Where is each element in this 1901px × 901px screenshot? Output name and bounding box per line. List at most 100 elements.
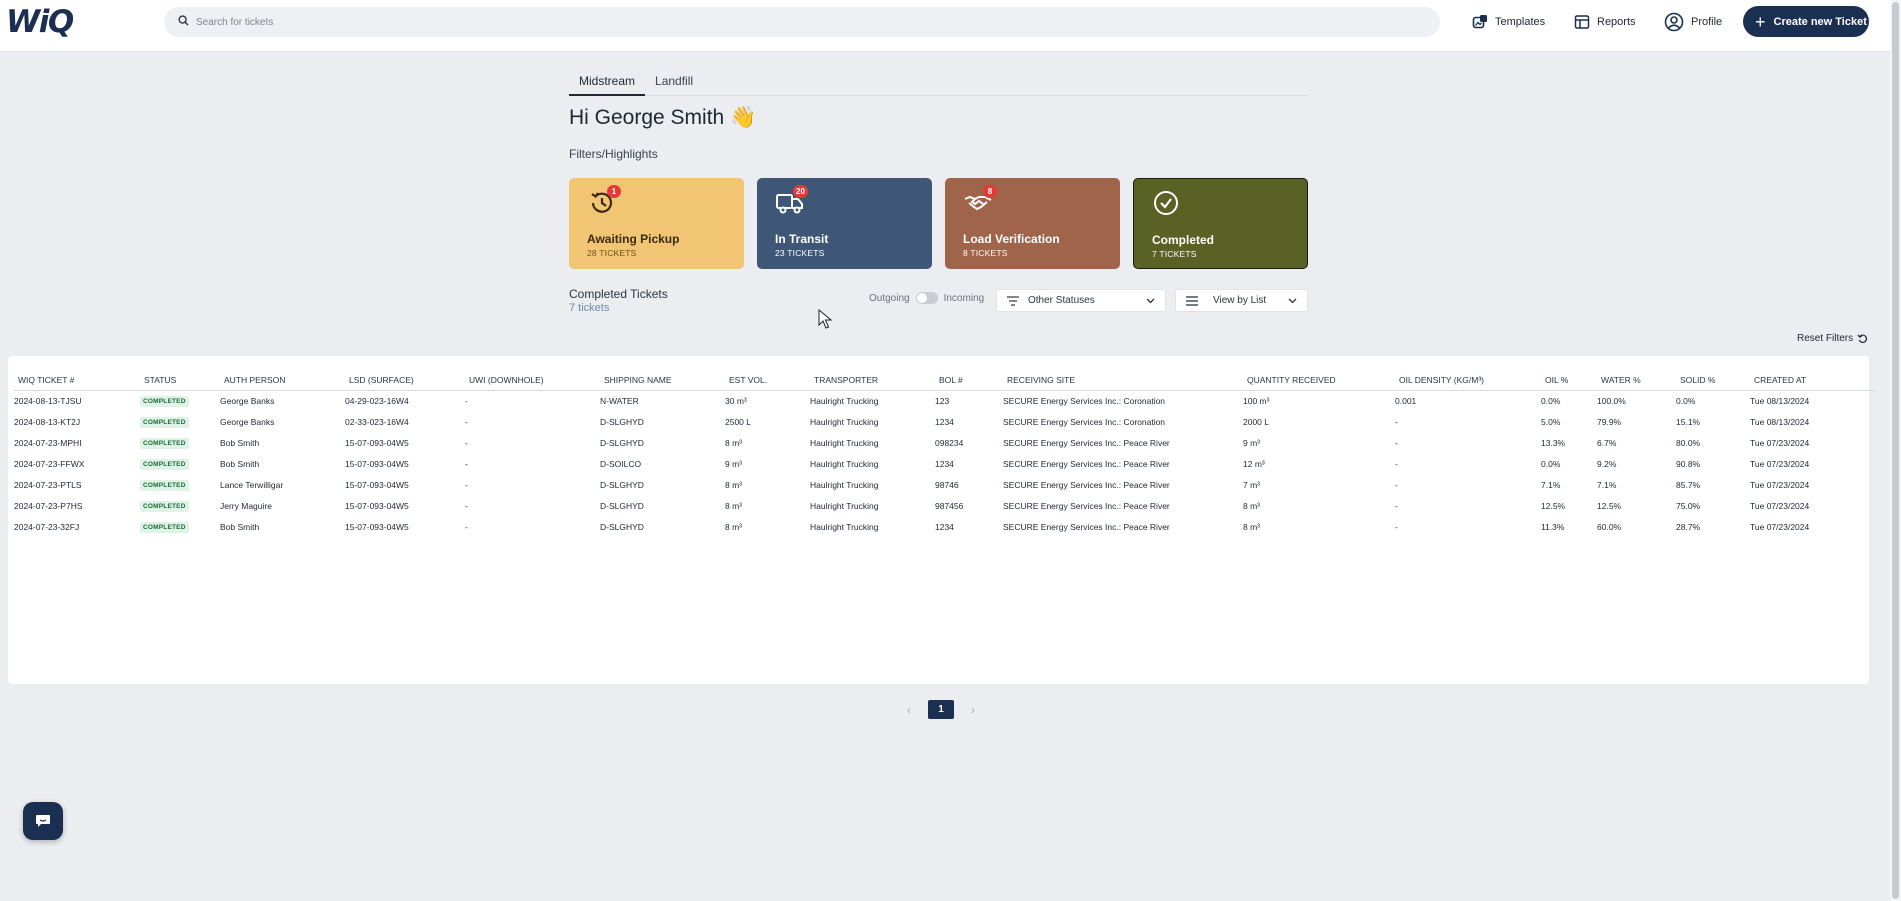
table-cell: 2024-08-13-TJSU: [14, 395, 82, 406]
table-cell: D-SLGHYD: [600, 521, 644, 532]
search-input[interactable]: [196, 7, 1396, 37]
table-cell: 2024-07-23-MPHI: [14, 437, 82, 448]
table-cell: 8 m³: [725, 521, 742, 532]
view-mode-value: View by List: [1213, 295, 1267, 306]
table-row[interactable]: 2024-07-23-PTLS COMPLETED Lance Terwilliga…: [14, 474, 1876, 495]
table-cell: 7.1%: [1597, 479, 1617, 490]
table-cell: -: [1395, 521, 1398, 532]
templates-icon: [1472, 15, 1487, 29]
table-cell: 8 m³: [725, 479, 742, 490]
column-header[interactable]: RECEIVING SITE: [1003, 370, 1243, 391]
create-ticket-button[interactable]: + Create new Ticket: [1743, 6, 1869, 37]
profile-link[interactable]: Profile: [1664, 12, 1722, 32]
top-navigation-bar: WiQ Templates Reports Profile: [0, 0, 1890, 52]
search-icon: [178, 15, 189, 26]
table-cell: 7 m³: [1243, 479, 1260, 490]
table-cell: Haulright Trucking: [810, 500, 879, 511]
table-cell: SECURE Energy Services Inc.: Peace River: [1003, 500, 1170, 511]
table-cell: -: [465, 416, 468, 427]
table-cell: -: [465, 521, 468, 532]
table-row[interactable]: 2024-08-13-KT2J COMPLETED George Banks 02-3…: [14, 411, 1876, 432]
column-header[interactable]: OIL %: [1541, 370, 1597, 391]
column-header[interactable]: CREATED AT: [1750, 370, 1876, 391]
table-cell: COMPLETED: [140, 411, 220, 432]
table-cell: 85.7%: [1676, 479, 1701, 490]
column-header[interactable]: TRANSPORTER: [810, 370, 935, 391]
previous-page-button[interactable]: ‹: [907, 702, 911, 717]
filters-highlights-heading: Filters/Highlights: [569, 147, 658, 161]
list-count: 7 tickets: [569, 302, 610, 314]
reset-filters-button[interactable]: Reset Filters: [1797, 333, 1868, 344]
scrollbar-thumb[interactable]: [1892, 2, 1899, 899]
tickets-table-panel: WIQ TICKET # STATUS AUTH PERSON LSD (SURFAC…: [8, 356, 1876, 684]
column-header[interactable]: QUANTITY RECEIVED: [1243, 370, 1395, 391]
load-verification-card[interactable]: 8 Load Verification 8 TICKETS: [945, 178, 1120, 269]
load-verification-title: Load Verification: [963, 232, 1060, 246]
table-cell: D-SLGHYD: [600, 416, 644, 427]
profile-label: Profile: [1691, 16, 1723, 28]
table-cell: 9 m³: [725, 458, 742, 469]
table-cell: 2000 L: [1243, 416, 1269, 427]
table-cell: Haulright Trucking: [810, 458, 879, 469]
table-row[interactable]: 2024-07-23-MPHI COMPLETED Bob Smith 15-07-0…: [14, 432, 1876, 453]
table-cell: 13.3%: [1541, 437, 1566, 448]
list-title: Completed Tickets: [569, 287, 668, 301]
table-row[interactable]: 2024-07-23-32FJ COMPLETED Bob Smith 15-07-0…: [14, 516, 1876, 537]
tab-landfill[interactable]: Landfill: [655, 74, 694, 88]
next-page-button[interactable]: ›: [971, 702, 975, 717]
column-header[interactable]: AUTH PERSON: [220, 370, 345, 391]
tab-midstream[interactable]: Midstream: [569, 70, 646, 96]
column-header[interactable]: UWI (DOWNHOLE): [465, 370, 600, 391]
table-cell: Tue 08/13/2024: [1750, 416, 1810, 427]
table-cell: Bob Smith: [220, 437, 260, 448]
templates-link[interactable]: Templates: [1472, 12, 1545, 32]
column-header[interactable]: BOL #: [935, 370, 1003, 391]
check-circle-icon: [1154, 191, 1178, 215]
table-cell: 2024-07-23-32FJ: [14, 521, 80, 532]
table-cell: 0.001: [1395, 395, 1417, 406]
table-cell: 100 m³: [1243, 395, 1270, 406]
table-row[interactable]: 2024-07-23-P7HS COMPLETED Jerry Maguire 15-…: [14, 495, 1876, 516]
in-transit-card[interactable]: 20 In Transit 23 TICKETS: [757, 178, 932, 269]
table-cell: Lance Terwilligar: [220, 479, 284, 490]
table-cell: Jerry Maguire: [220, 500, 272, 511]
awaiting-pickup-count: 28 TICKETS: [587, 248, 637, 258]
table-cell: Haulright Trucking: [810, 521, 879, 532]
column-header[interactable]: STATUS: [140, 370, 220, 391]
reports-label: Reports: [1597, 16, 1636, 28]
view-mode-dropdown[interactable]: View by List: [1175, 289, 1308, 312]
column-header[interactable]: LSD (SURFACE): [345, 370, 465, 391]
column-header[interactable]: SOLID %: [1676, 370, 1750, 391]
table-cell: 15-07-093-04W5: [345, 437, 409, 448]
search-bar[interactable]: [164, 7, 1440, 37]
table-cell: SECURE Energy Services Inc.: Peace River: [1003, 458, 1170, 469]
domain-tabs: Midstream Landfill: [569, 70, 1309, 96]
table-cell: N-WATER: [600, 395, 639, 406]
table-cell: Haulright Trucking: [810, 416, 879, 427]
table-cell: 2024-07-23-P7HS: [14, 500, 83, 511]
column-header[interactable]: SHIPPING NAME: [600, 370, 725, 391]
table-cell: 9.2%: [1597, 458, 1617, 469]
table-row[interactable]: 2024-07-23-FFWX COMPLETED Bob Smith 15-07-0…: [14, 453, 1876, 474]
table-cell: COMPLETED: [140, 495, 220, 516]
reports-link[interactable]: Reports: [1574, 12, 1636, 32]
page-1-button[interactable]: 1: [928, 700, 954, 719]
table-cell: George Banks: [220, 416, 275, 427]
column-header[interactable]: EST VOL.: [725, 370, 810, 391]
table-cell: Tue 07/23/2024: [1750, 500, 1810, 511]
table-cell: 7.1%: [1541, 479, 1561, 490]
column-header[interactable]: OIL DENSITY (KG/M³): [1395, 370, 1541, 391]
table-cell: George Banks: [220, 395, 275, 406]
column-header[interactable]: WIQ TICKET #: [14, 370, 140, 391]
status-badge: COMPLETED: [140, 500, 189, 512]
chat-launcher-button[interactable]: [23, 802, 63, 840]
status-filter-dropdown[interactable]: Other Statuses: [996, 289, 1166, 312]
wiq-logo[interactable]: WiQ: [6, 4, 74, 40]
page-scrollbar[interactable]: [1890, 0, 1901, 901]
table-cell: 80.0%: [1676, 437, 1701, 448]
awaiting-pickup-card[interactable]: 1 Awaiting Pickup 28 TICKETS: [569, 178, 744, 269]
table-row[interactable]: 2024-08-13-TJSU COMPLETED George Banks 04-2…: [14, 390, 1876, 411]
completed-card[interactable]: Completed 7 TICKETS: [1133, 178, 1308, 269]
column-header[interactable]: WATER %: [1597, 370, 1676, 391]
direction-switch[interactable]: [915, 292, 938, 304]
